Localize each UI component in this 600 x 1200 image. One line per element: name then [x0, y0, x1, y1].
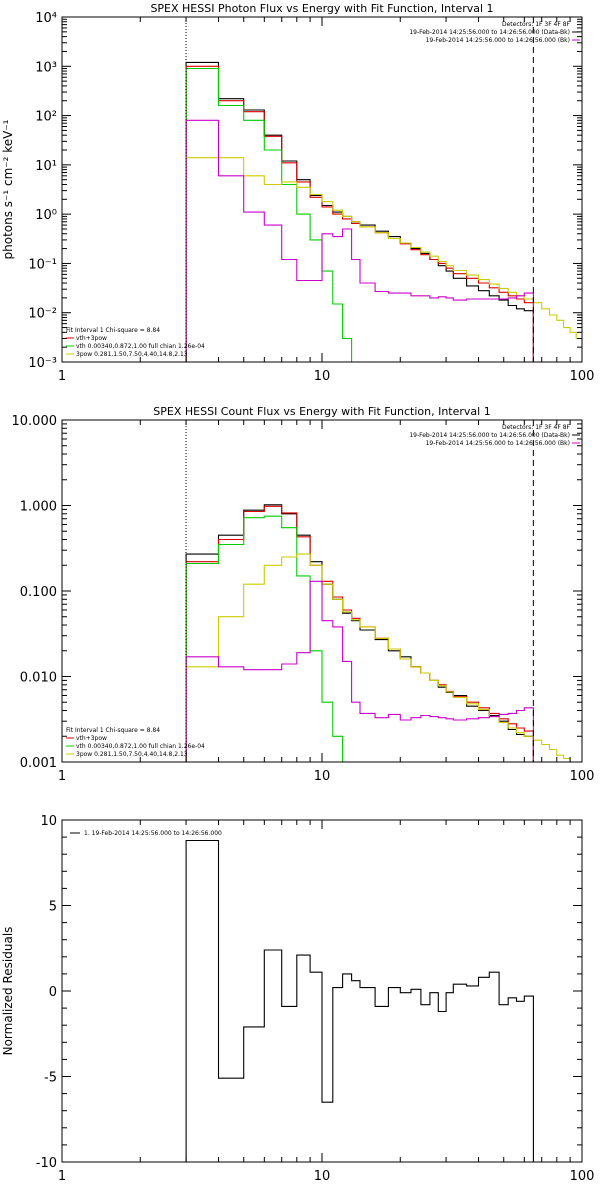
series-vth-3pow	[185, 505, 534, 762]
x-tick-label: 10	[314, 769, 331, 784]
legend-bottom-left-item: vth 0.00340,0.872,1.00 full chian 1.26e-…	[76, 343, 205, 350]
legend-bottom-left-item: Fit Interval 1 Chi-square = 8.84	[66, 727, 160, 734]
legend-top-right-item: 19-Feb-2014 14:25:56.000 to 14:26:56.000…	[409, 432, 570, 439]
x-tick-label: 10	[314, 1169, 331, 1184]
x-tick-label: 10	[314, 369, 331, 384]
y-tick-label: 0.001	[20, 756, 57, 771]
y-tick-label: -10	[36, 1156, 57, 1171]
legend-bottom-left-item: vth 0.00340,0.872,1.00 full chian 1.26e-…	[76, 743, 205, 750]
series-group	[185, 61, 582, 362]
y-tick-label: 10⁴	[35, 11, 57, 26]
y-tick-label: 0	[49, 985, 57, 1000]
series-data-bk	[185, 61, 534, 362]
y-tick-label: 0.100	[20, 585, 57, 600]
legend-bottom-left-item: vth+3pow	[76, 735, 107, 742]
plot-frame	[61, 16, 583, 363]
y-tick-label: 5	[49, 900, 57, 915]
x-tick-label: 1	[58, 369, 66, 384]
legend-top-right-item: 19-Feb-2014 14:25:56.000 to 14:26:56.000…	[426, 440, 570, 447]
legend-top-right-item: 19-Feb-2014 14:25:56.000 to 14:26:56.000…	[409, 29, 570, 36]
legend-bottom-left-item: Fit Interval 1 Chi-square = 8.84	[66, 327, 160, 334]
series-vth	[185, 515, 344, 762]
legend-bottom-left-item: vth+3pow	[76, 335, 107, 342]
y-axis-label: photons s⁻¹ cm⁻² keV⁻¹	[1, 119, 15, 259]
x-tick-label: 1	[58, 1169, 66, 1184]
series-group	[185, 839, 534, 1162]
legend-bottom-left-item: 3pow 0.281,1.50,7.50,4.40,14.8,2.13	[76, 351, 188, 358]
x-tick-label: 100	[570, 369, 595, 384]
legend-top-right-item: Detectors: 1F 3F 4F 8F	[502, 21, 571, 28]
y-tick-label: 10	[40, 814, 57, 829]
y-tick-label: 10⁻²	[28, 307, 57, 322]
series-vth-3pow	[185, 65, 534, 362]
y-tick-label: 10³	[35, 60, 57, 75]
x-tick-label: 100	[570, 769, 595, 784]
y-tick-label: 10⁻¹	[28, 257, 57, 272]
y-tick-label: 1.000	[20, 500, 57, 515]
series-3pow	[185, 157, 582, 362]
chart-panel-2: SPEX HESSI Count Flux vs Energy with Fit…	[12, 405, 595, 784]
y-tick-label: 10.000	[12, 414, 58, 429]
legend-top-left-item: 1. 19-Feb-2014 14:25:56.000 to 14:26:56.…	[84, 830, 222, 837]
legend-bottom-left-item: 3pow 0.281,1.50,7.50,4.40,14.8,2.13	[76, 751, 188, 758]
series-3pow	[185, 553, 582, 762]
series-bk	[185, 580, 534, 762]
y-tick-label: 10⁰	[35, 208, 57, 223]
y-tick-label: 10²	[35, 110, 57, 125]
chart-title: SPEX HESSI Photon Flux vs Energy with Fi…	[150, 2, 493, 15]
x-tick-label: 1	[58, 769, 66, 784]
series-vth	[185, 67, 353, 362]
y-tick-label: 10¹	[35, 159, 57, 174]
x-tick-label: 100	[570, 1169, 595, 1184]
chart-panel-1: SPEX HESSI Photon Flux vs Energy with Fi…	[1, 2, 594, 384]
chart-title: SPEX HESSI Count Flux vs Energy with Fit…	[153, 405, 490, 418]
y-axis-label: Normalized Residuals	[1, 927, 15, 1056]
chart-panel-3: Normalized Residuals 1 10 100 -10 -5 0 5 10 1. 19…	[1, 814, 594, 1184]
legend-top-right-item: 19-Feb-2014 14:25:56.000 to 14:26:56.000…	[426, 37, 570, 44]
series-1-19-feb-2014-14-25-56-000-to-14-26-56-000	[185, 839, 534, 1162]
series-bk	[185, 119, 534, 362]
y-tick-label: -5	[44, 1071, 57, 1086]
series-group	[185, 504, 582, 762]
y-tick-label: 10⁻³	[28, 356, 57, 371]
y-tick-label: 0.010	[20, 671, 57, 686]
legend-top-right-item: Detectors: 1F 3F 4F 8F	[502, 424, 571, 431]
